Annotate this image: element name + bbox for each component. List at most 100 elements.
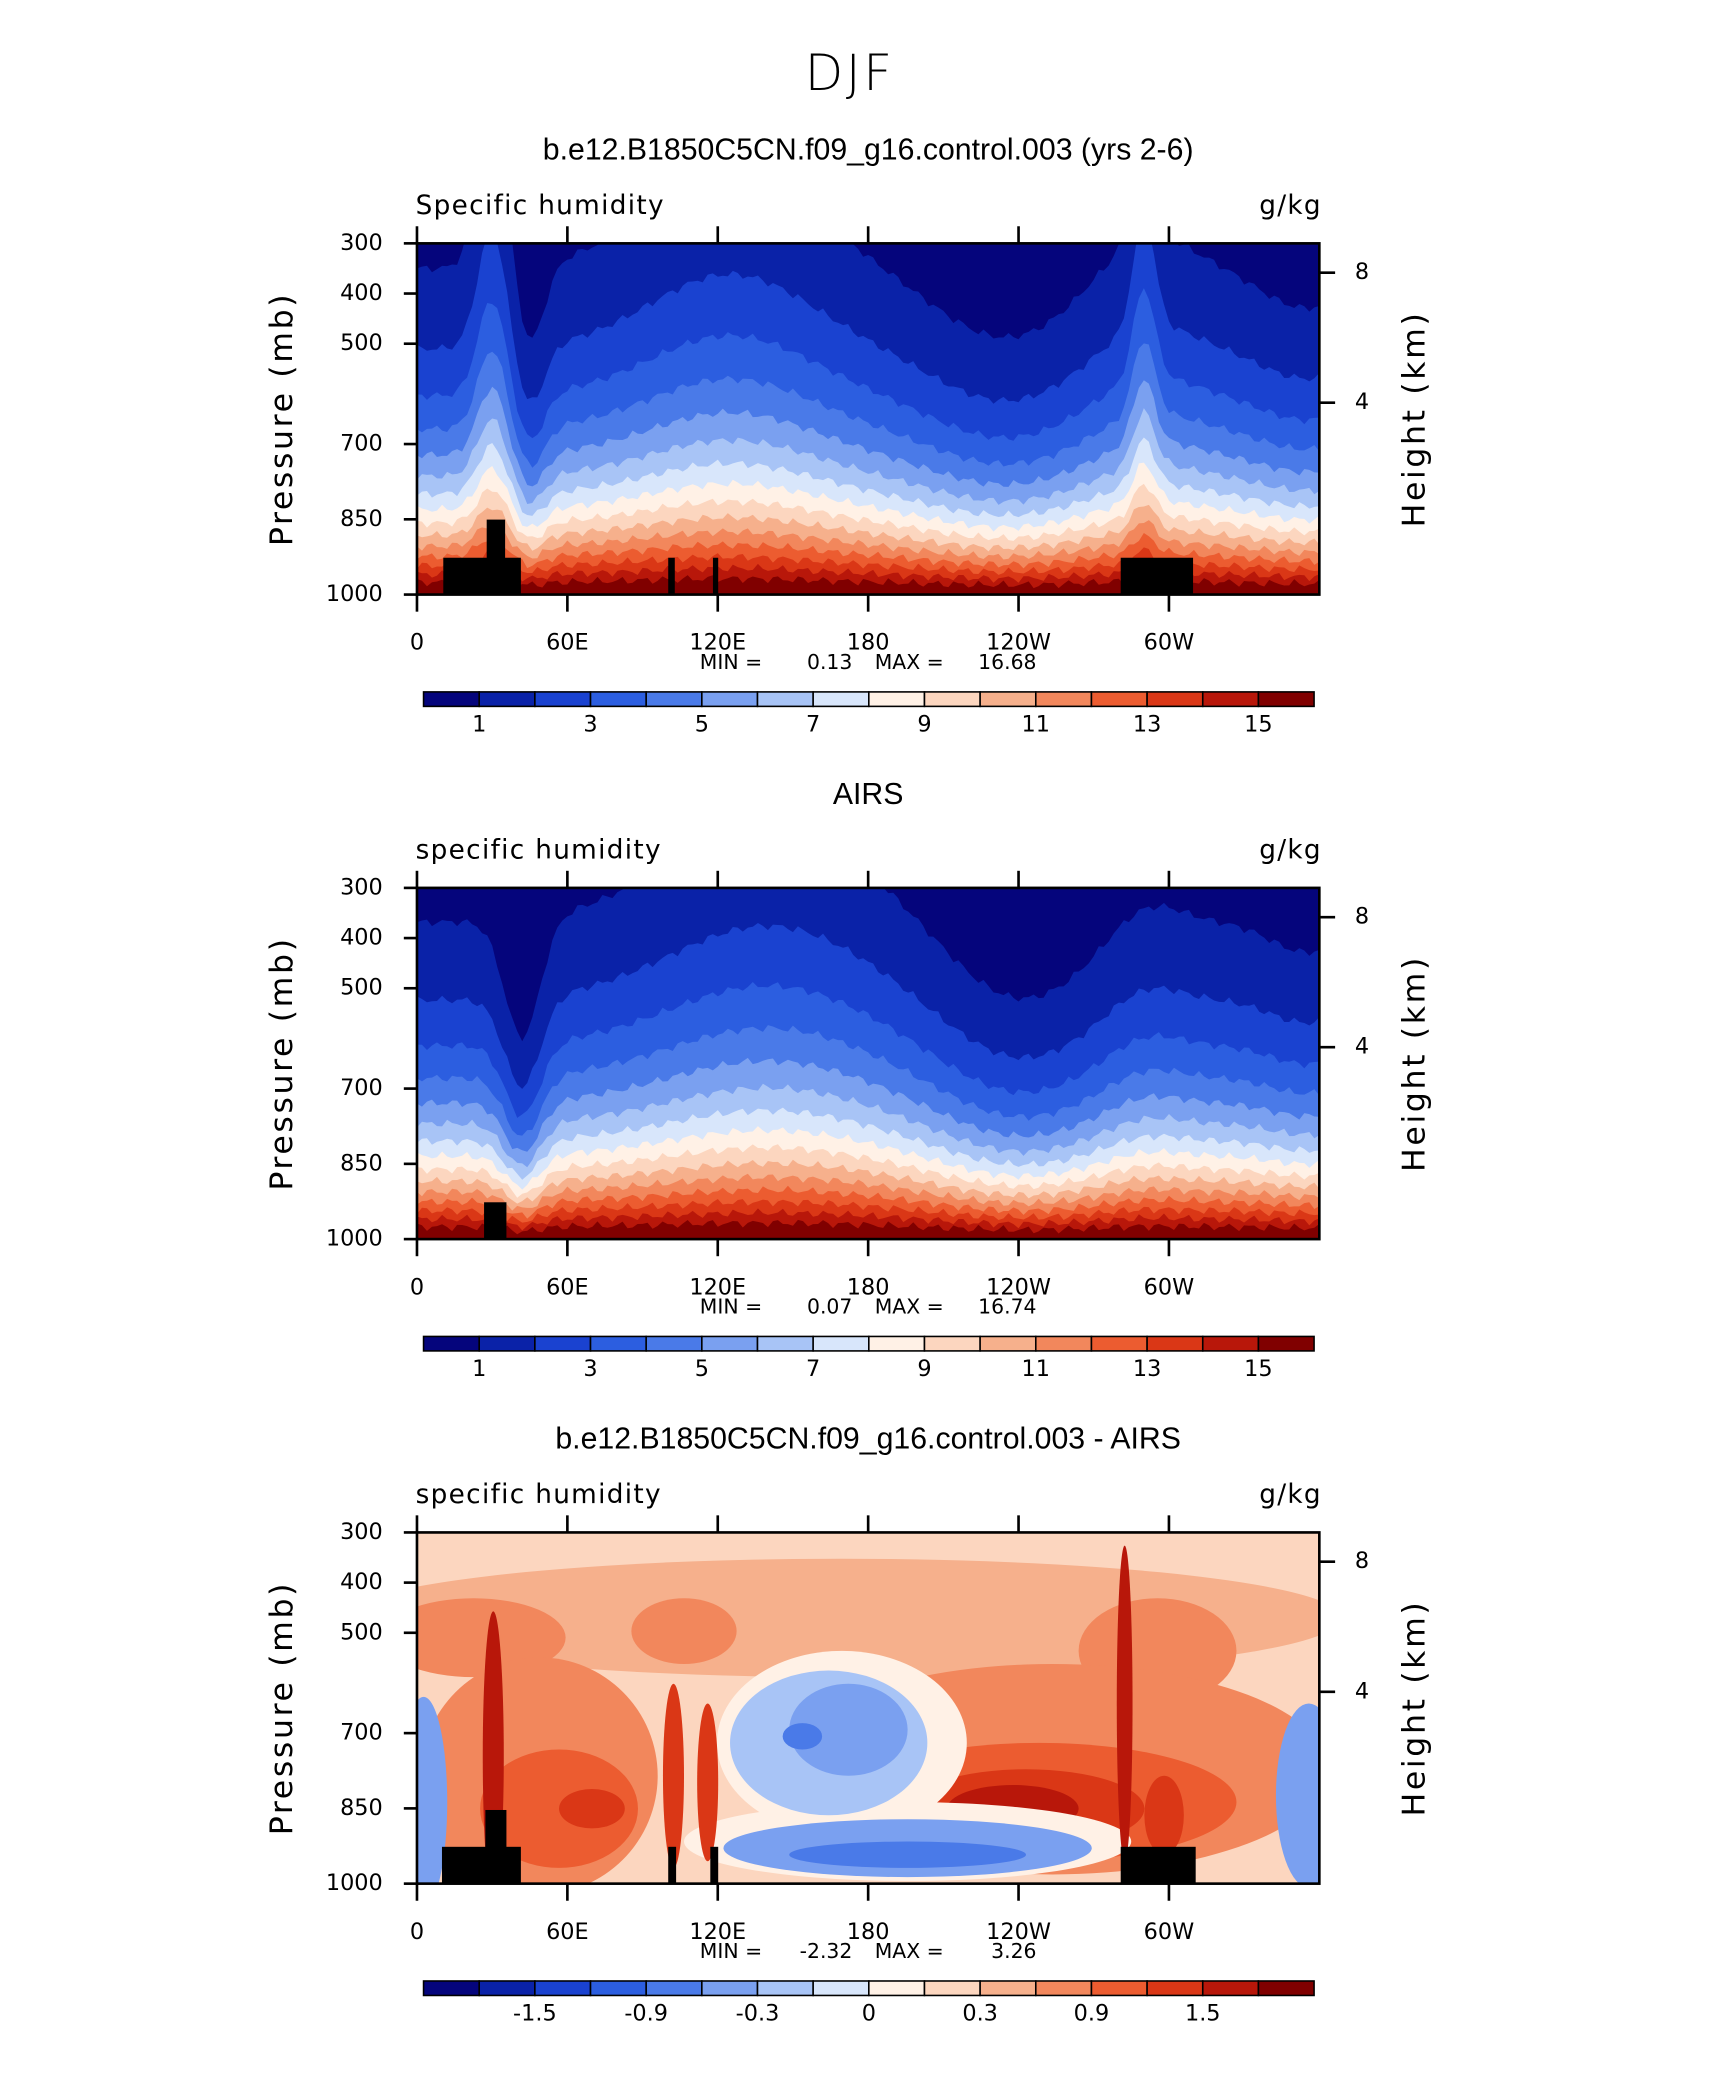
colorbar-label: 0.9 [1074,2000,1110,2026]
min-value: 0.07 [807,1295,852,1319]
colorbar-box [812,1335,870,1352]
colorbar-box [1201,1335,1260,1352]
y2-axis-label: Height (km) [1396,311,1432,528]
y-axis-label: Pressure (mb) [264,1581,300,1835]
y-tick-label: 850 [340,1150,383,1176]
colorbar-box [756,1335,814,1352]
x-tick-label: 120W [986,630,1051,656]
topography [486,519,506,595]
x-tick-label: 60E [546,1274,589,1300]
x-tick-label: 60E [546,630,589,656]
colorbar-box [756,691,814,708]
contour-blob [416,1696,448,1884]
colorbar-label: 0 [862,2000,876,2026]
colorbar-label: -1.5 [513,2000,557,2026]
colorbar-label: -0.9 [624,2000,668,2026]
colorbar-box [1034,1980,1093,1997]
x-tick-label: 120E [689,1274,746,1300]
contour-blob [559,1788,625,1829]
colorbar-box [1034,1335,1093,1352]
y-tick-label: 700 [340,431,383,457]
contour-field [416,1532,1320,1884]
topography [484,1202,507,1240]
y-tick-label: 500 [340,1619,383,1645]
colorbar-label: 15 [1244,1356,1272,1382]
max-value: 3.26 [991,1939,1036,1963]
colorbar-label: 7 [806,711,820,737]
x-tick-label: 180 [847,1919,890,1945]
colorbar-label: 5 [695,711,709,737]
contour-blob [662,1683,684,1868]
colorbar-box [478,1980,536,1997]
min-label: MIN = [700,650,762,674]
colorbar-box [923,691,981,708]
topography [710,1846,719,1884]
y-tick-label: 1000 [326,581,383,607]
y2-axis-label: Height (km) [1396,1600,1432,1817]
contour-band [416,1219,1320,1240]
y2-tick-label: 4 [1355,1678,1369,1704]
colorbar-box [589,691,647,708]
colorbar-label: 13 [1133,1356,1161,1382]
colorbar-label: 11 [1022,711,1050,737]
variable-label: specific humidity [416,836,662,866]
y-tick-label: 1000 [326,1226,383,1252]
colorbar-box [979,1335,1037,1352]
y-tick-label: 400 [340,925,383,951]
colorbar-box [1090,691,1148,708]
contour-band [416,574,1320,595]
y-tick-label: 700 [340,1075,383,1101]
colorbar-box [1257,1980,1315,1997]
colorbar-box [534,691,592,708]
contour-blob [789,1841,1026,1868]
colorbar-box [422,1980,481,1997]
y2-tick-label: 4 [1355,389,1369,415]
colorbar-box [1257,1335,1315,1352]
y-tick-label: 1000 [326,1870,383,1896]
y-tick-label: 850 [340,1795,383,1821]
contour-blob [697,1703,719,1862]
contour-field [416,243,1320,595]
y2-axis-label: Height (km) [1396,955,1432,1172]
max-label: MAX = [875,1295,944,1319]
colorbar-label: 3 [583,1356,597,1382]
contour-blob [631,1598,737,1664]
panel-title: AIRS [833,778,904,811]
colorbar-box [422,1335,481,1352]
min-value: 0.13 [807,650,852,674]
colorbar-box [1257,691,1315,708]
x-tick-label: 0 [410,1274,424,1300]
y-tick-label: 500 [340,330,383,356]
colorbar-box [868,1980,926,1997]
x-tick-label: 120E [689,1919,746,1945]
y-tick-label: 500 [340,975,383,1001]
topography [1120,1846,1196,1884]
colorbar-label: 9 [917,1356,931,1382]
colorbar-label: 0.3 [962,2000,998,2026]
colorbar-label: 1.5 [1185,2000,1221,2026]
colorbar-box [645,1980,703,1997]
y-tick-label: 300 [340,1519,383,1545]
colorbar-box [534,1335,592,1352]
colorbar-box [1146,1335,1204,1352]
units-label: g/kg [1259,1480,1322,1510]
colorbar-box [645,691,703,708]
x-tick-label: 60W [1144,1274,1195,1300]
colorbar-box [812,691,870,708]
x-tick-label: 120E [689,630,746,656]
y-axis-label: Pressure (mb) [264,936,300,1190]
colorbar-label: 5 [695,1356,709,1382]
colorbar-box [979,1980,1037,1997]
min-value: -2.32 [800,1939,853,1963]
colorbar-box [1090,1335,1148,1352]
topography [441,1846,521,1884]
x-tick-label: 60W [1144,630,1195,656]
x-tick-label: 120W [986,1274,1051,1300]
colorbar-box [1201,1980,1260,1997]
y2-tick-label: 4 [1355,1034,1369,1060]
colorbar-box [1146,1980,1204,1997]
y-tick-label: 300 [340,230,383,256]
colorbar-label: 15 [1244,711,1272,737]
y-tick-label: 400 [340,1569,383,1595]
topography [668,1846,677,1884]
